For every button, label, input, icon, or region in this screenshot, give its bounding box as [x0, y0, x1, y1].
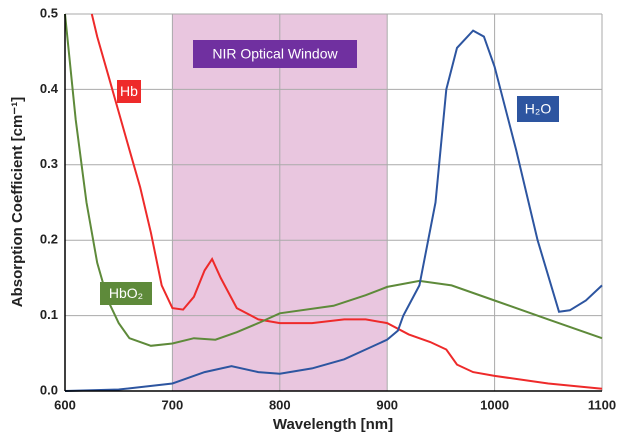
window-label-box [193, 40, 357, 68]
series-label: HbO₂ [109, 285, 143, 301]
x-tick-label: 1100 [588, 397, 616, 412]
x-tick-label: 900 [376, 397, 398, 412]
y-tick-label: 0.1 [40, 307, 58, 322]
series-label: Hb [120, 83, 138, 99]
x-tick-label: 1000 [480, 397, 509, 412]
y-tick-label: 0.3 [40, 156, 58, 171]
x-tick-label: 700 [162, 397, 184, 412]
y-axis-title: Absorption Coefficient [cm⁻¹] [9, 97, 26, 307]
x-axis-title: Wavelength [nm] [273, 416, 393, 433]
window-label: NIR Optical Window [212, 46, 338, 62]
x-tick-label: 800 [269, 397, 291, 412]
y-tick-label: 0.5 [40, 5, 58, 20]
series-line [64, 13, 603, 347]
series-line [64, 29, 603, 392]
series-label-box [517, 96, 559, 122]
y-tick-label: 0.2 [40, 232, 58, 247]
y-tick-label: 0.0 [40, 382, 58, 397]
x-tick-label: 600 [54, 397, 76, 412]
y-tick-label: 0.4 [40, 81, 59, 96]
series-label-box [100, 282, 152, 305]
series-label: H₂O [525, 101, 552, 117]
series-label-box [117, 80, 141, 103]
series-line [90, 13, 603, 390]
